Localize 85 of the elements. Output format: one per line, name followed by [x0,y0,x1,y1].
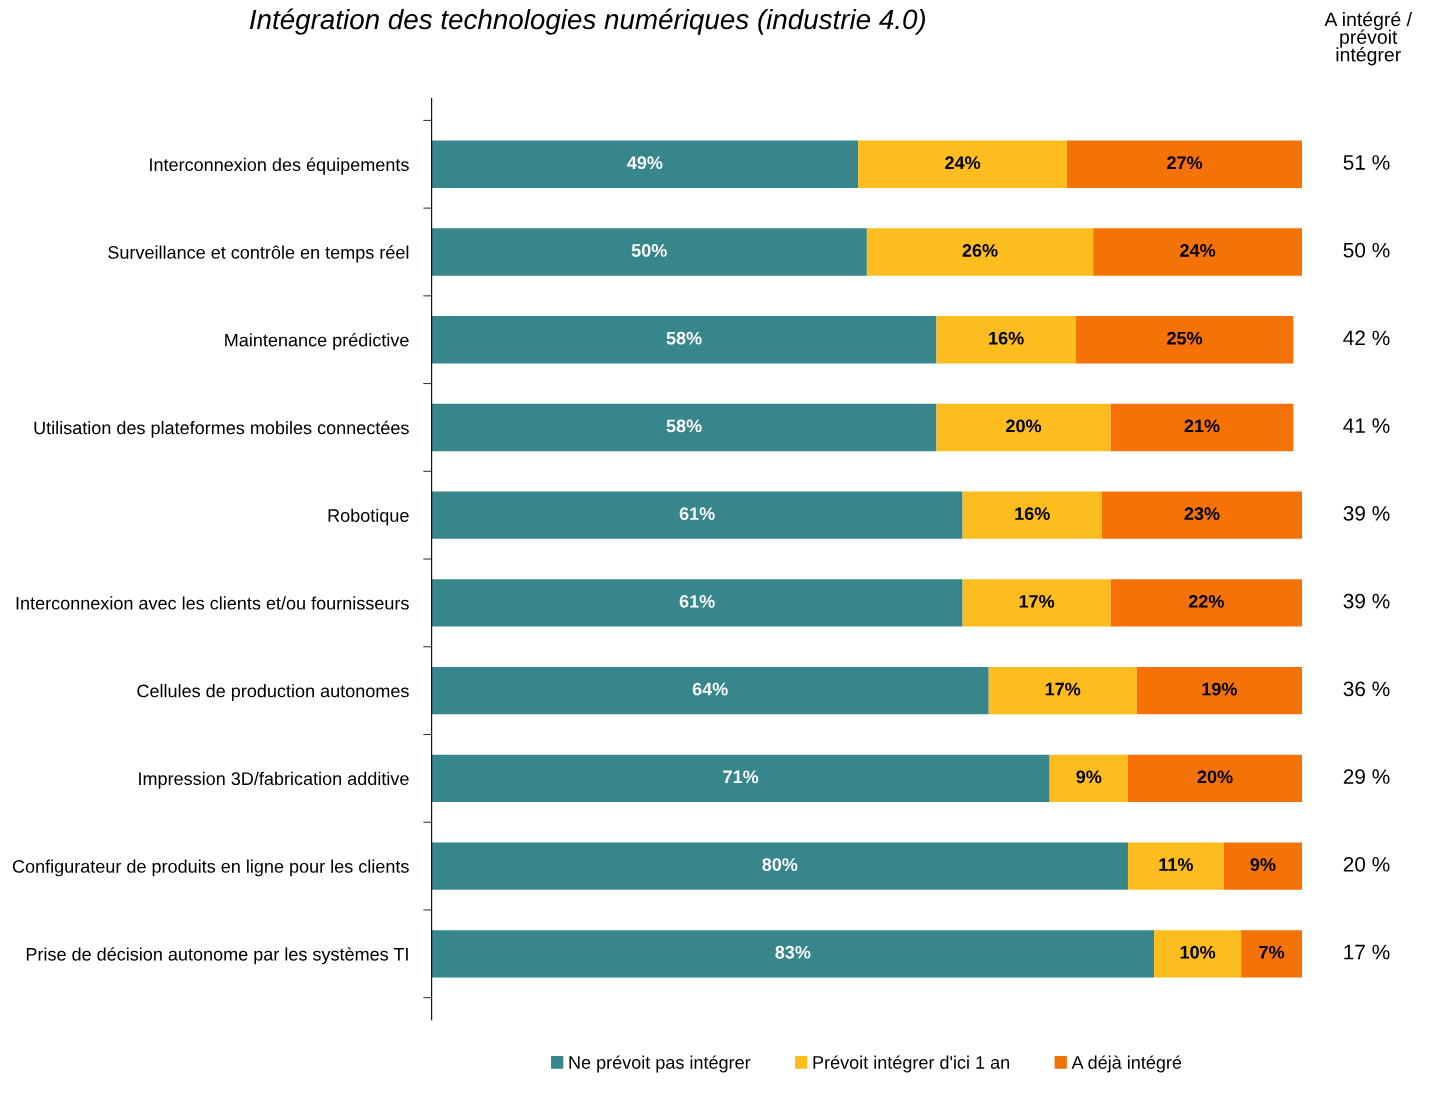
text: 50 % [1343,242,1390,258]
bar [1101,491,1303,539]
data-label: 7% [1259,945,1285,959]
bar [431,579,963,627]
data-label: 20% [1197,770,1233,784]
y-tick-label: Robotique [328,508,409,526]
y-tick-label: Interconnexion avec les clients et/ou fournisseurs [16,596,409,610]
legend-label: A déjà intégré [1071,1055,1182,1073]
bar [431,666,989,715]
data-label: 9% [1076,770,1102,784]
bar [962,491,1102,539]
data-label: 61% [679,507,715,521]
data-label: 22% [1188,594,1224,608]
text: 20 % [1343,856,1390,872]
bar [858,140,1068,188]
bar [866,228,1094,276]
bar [1049,754,1128,803]
text: 39 % [1343,506,1390,521]
data-label: 11% [1159,858,1193,871]
data-label: 21% [1184,419,1220,433]
bar [1110,403,1294,452]
bar [1075,316,1294,364]
data-label: 27% [1167,156,1203,170]
data-label: 58% [666,419,702,433]
data-label: 19% [1202,682,1237,696]
y-tick-label: Cellules de production autonomes [137,684,409,701]
y-tick-label: Impression 3D/fabrication additive [139,771,409,789]
bar [431,930,1155,978]
bar [1136,666,1303,715]
bar [1223,842,1303,890]
bar [431,140,859,188]
bar [1241,930,1303,978]
text: A intégré / prévoit intégrer [1324,11,1413,66]
text: 42 % [1343,330,1390,346]
data-label: 64% [692,682,728,696]
bar [431,403,937,452]
bar [1067,140,1303,188]
data-label: 61% [679,594,715,608]
data-label: 58% [666,331,702,345]
bar [1154,930,1242,978]
y-tick-label: Prise de décision autonome par les systèmes TI [26,947,408,965]
legend-label: Prévoit intégrer d'ici 1 an [813,1055,1009,1073]
y-tick-label: Interconnexion des équipements [150,157,409,175]
data-label: 49% [627,156,663,170]
text: 36 % [1343,681,1390,697]
y-tick-label: Maintenance prédictive [225,333,409,351]
bar [431,842,1128,890]
bar [962,579,1111,627]
data-label: 50% [631,244,667,257]
bar [936,403,1111,452]
text: 29 % [1343,769,1390,784]
bar [431,316,937,364]
bar [936,316,1076,364]
text: 39 % [1343,593,1390,609]
text: 17 % [1344,944,1390,960]
bar [1127,754,1303,803]
bar [988,666,1137,715]
data-label: 71% [723,770,759,784]
bar [431,228,867,276]
y-tick-label: Configurateur de produits en ligne pour les clients [12,859,409,877]
chart-title: Intégration des technologies numériques (industrie 4.0) [249,8,926,35]
data-label: 20% [1006,419,1042,433]
y-tick-label: Utilisation des plateformes mobiles connectées [34,420,409,438]
data-label: 16% [1015,507,1050,521]
data-label: 10% [1180,945,1216,959]
text: 41 % [1343,418,1390,433]
data-label: 17% [1045,682,1081,696]
bar [1110,579,1303,627]
data-label: 9% [1250,858,1276,871]
data-label: 17% [1019,595,1055,608]
text: 51 % [1343,155,1390,170]
data-label: 83% [775,945,811,959]
data-label: 23% [1184,507,1220,521]
bar [431,754,1050,803]
data-label: 24% [945,156,981,170]
y-tick-label: Surveillance et contrôle en temps réel [108,245,409,263]
bar [1127,842,1224,890]
data-label: 16% [989,331,1024,345]
legend-label: Ne prévoit pas intégrer [569,1055,751,1073]
data-label: 80% [762,858,798,871]
data-label: 24% [1180,244,1216,257]
data-label: 25% [1167,331,1203,345]
data-label: 26% [962,244,998,257]
bar [1093,228,1303,276]
bar [431,491,963,539]
